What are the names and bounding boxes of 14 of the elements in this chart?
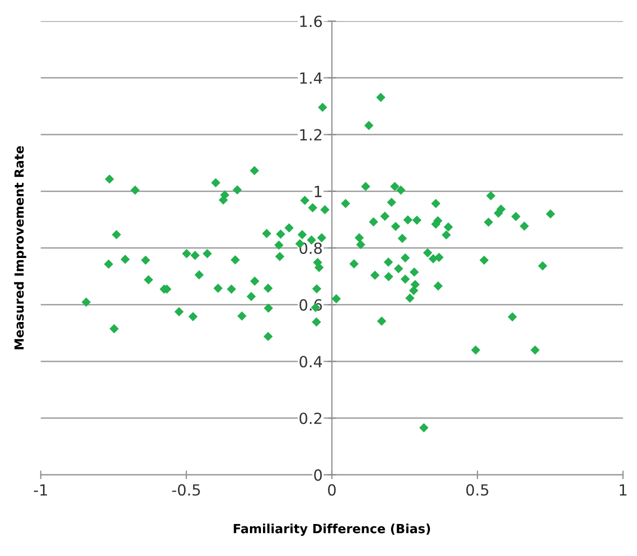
y-tick-label: 1 [314, 186, 322, 198]
y-tick-label: 0 [314, 469, 322, 481]
x-axis-title: Familiarity Difference (Bias) [234, 524, 430, 536]
x-tick-label: 0.5 [466, 484, 488, 496]
x-tick-label: -1 [34, 484, 47, 496]
y-tick-label: 0.4 [300, 356, 322, 368]
x-tick-label: 0 [328, 484, 336, 496]
y-tick-label: 1.6 [300, 16, 322, 28]
y-tick-label: 1.4 [300, 72, 322, 84]
x-tick-label: 1 [620, 484, 626, 496]
x-tick-label: -0.5 [172, 484, 200, 496]
y-tick-label: 0.2 [300, 412, 322, 424]
y-axis-title: Measured Improvement Rate [14, 146, 26, 350]
y-tick-label: 1.2 [300, 129, 322, 140]
